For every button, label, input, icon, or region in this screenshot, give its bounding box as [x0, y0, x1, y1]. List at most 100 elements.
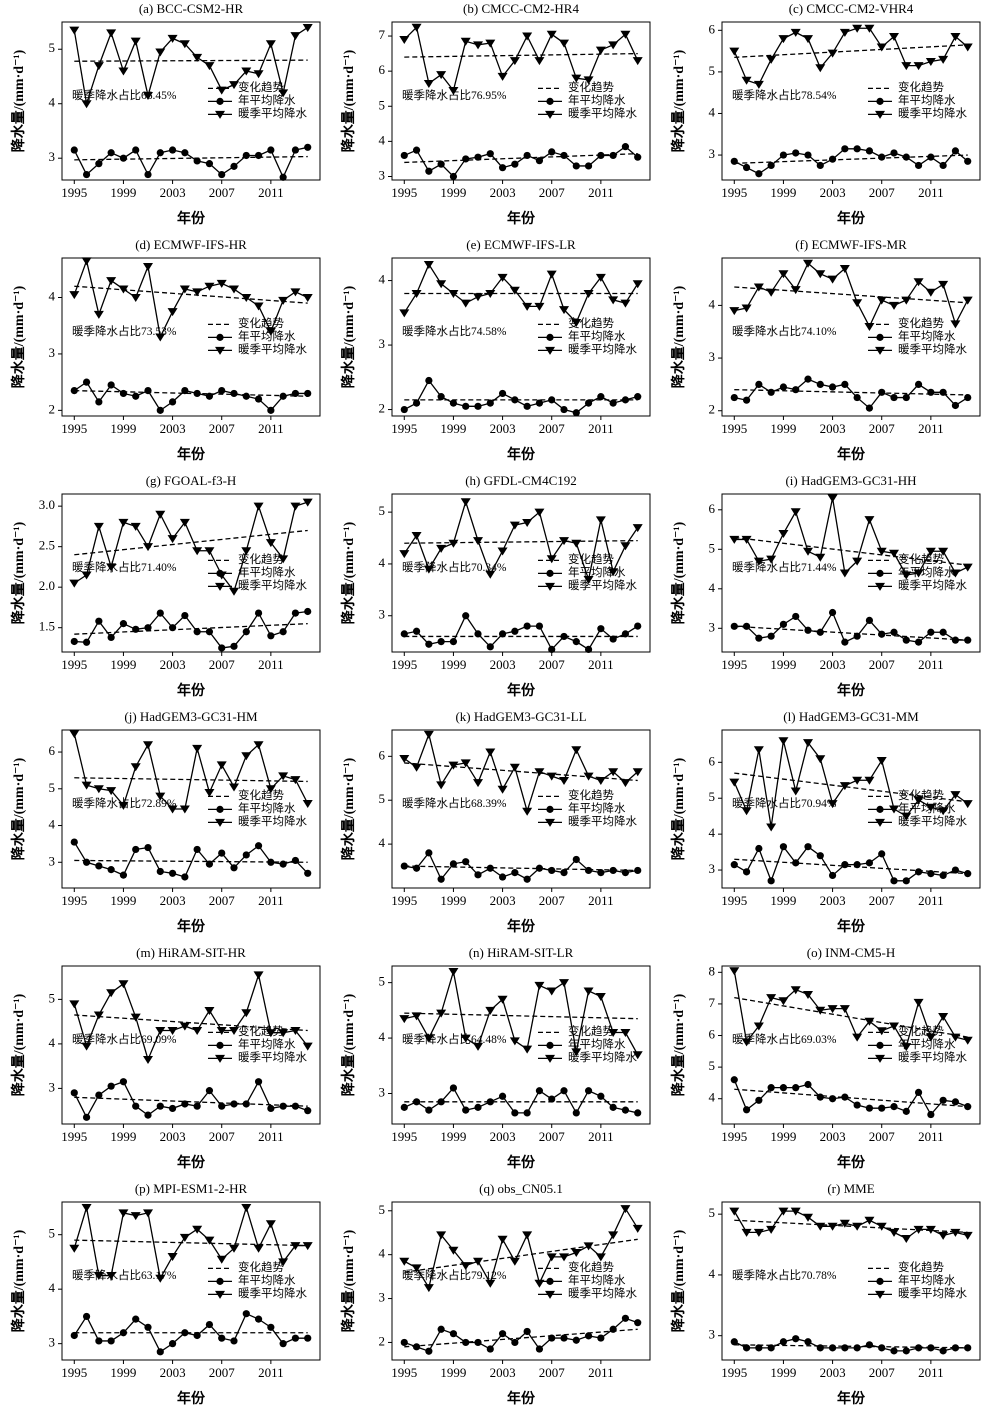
point [216, 1027, 227, 1036]
point [753, 1228, 764, 1237]
legend-label: 暖季平均降水 [898, 814, 967, 828]
legend-marker [876, 569, 884, 577]
point [815, 1222, 826, 1231]
y-tick-label: 4 [49, 1035, 56, 1050]
legend-marker [545, 346, 555, 355]
point [964, 636, 972, 644]
point [548, 1334, 556, 1342]
point [584, 399, 593, 407]
annotation: 暖季降水占比73.53% [72, 324, 177, 338]
point [878, 850, 886, 858]
point [230, 162, 238, 170]
x-axis-label: 年份 [837, 1390, 866, 1407]
point [914, 161, 923, 170]
legend-label: 暖季平均降水 [238, 1050, 307, 1064]
point [93, 522, 104, 531]
point [229, 1027, 239, 1036]
legend-label: 暖季平均降水 [898, 106, 967, 120]
point [889, 33, 899, 42]
point [889, 805, 899, 814]
point [815, 270, 826, 279]
point [462, 1338, 470, 1347]
x-tick-label: 1995 [721, 185, 747, 200]
point [597, 869, 605, 877]
y-tick-label: 2 [709, 402, 716, 417]
point [766, 55, 777, 64]
y-tick-label: 5 [49, 780, 56, 795]
point [193, 845, 201, 854]
point [205, 860, 214, 868]
point [82, 170, 91, 179]
point [436, 781, 447, 790]
point [205, 1320, 214, 1329]
legend-label: 暖季平均降水 [238, 342, 307, 356]
point [132, 625, 140, 633]
point [548, 396, 556, 404]
y-tick-label: 4 [379, 1246, 386, 1261]
point [913, 998, 924, 1007]
point [546, 270, 557, 279]
point [93, 1272, 104, 1281]
point [412, 864, 421, 872]
y-tick-label: 5 [709, 540, 716, 555]
point [132, 1102, 140, 1110]
point [828, 608, 837, 617]
x-tick-label: 1995 [721, 421, 747, 436]
point [546, 555, 557, 564]
legend-label: 暖季平均降水 [238, 578, 307, 592]
legend-label: 暖季平均降水 [568, 106, 637, 120]
point [241, 1203, 252, 1212]
point [485, 1006, 496, 1015]
point [927, 870, 935, 878]
y-tick-label: 6 [709, 1027, 716, 1042]
point [951, 636, 960, 644]
point [167, 308, 178, 317]
plot-frame [391, 21, 651, 181]
x-axis-label: 年份 [507, 210, 536, 227]
point [523, 151, 531, 160]
point [534, 508, 545, 517]
point [204, 282, 215, 291]
panel-title: (n) HiRAM-SIT-LR [469, 945, 574, 960]
point [938, 55, 949, 64]
point [572, 409, 580, 417]
point [132, 392, 140, 400]
point [118, 285, 129, 294]
point [304, 607, 312, 616]
point [914, 380, 923, 388]
x-tick-label: 2007 [209, 1129, 236, 1144]
point [951, 866, 960, 874]
point [205, 1087, 214, 1095]
panel-title: (m) HiRAM-SIT-HR [136, 945, 246, 960]
point [560, 632, 568, 641]
legend-label: 变化趋势 [568, 80, 614, 94]
point [242, 1310, 250, 1318]
point [914, 638, 923, 646]
point [192, 547, 203, 556]
x-tick-label: 2011 [258, 1365, 284, 1380]
point [192, 53, 203, 62]
point [779, 383, 788, 391]
point [950, 320, 961, 329]
point [253, 502, 264, 511]
y-axis-label: 降水量/(mm·d⁻¹) [340, 49, 357, 152]
x-tick-label: 1999 [440, 421, 466, 436]
y-axis-label: 降水量/(mm·d⁻¹) [10, 521, 27, 624]
point [473, 41, 483, 50]
point [741, 1038, 752, 1047]
y-tick-label: 7 [379, 27, 386, 42]
point [632, 57, 643, 66]
point [95, 398, 103, 406]
point [267, 1104, 275, 1113]
x-axis-label: 年份 [507, 1154, 536, 1171]
point [852, 1222, 863, 1231]
x-tick-label: 1999 [770, 185, 796, 200]
y-axis-label: 降水量/(mm·d⁻¹) [670, 49, 687, 152]
point [559, 39, 569, 48]
point [778, 997, 789, 1006]
point [167, 34, 178, 43]
point [865, 616, 874, 624]
